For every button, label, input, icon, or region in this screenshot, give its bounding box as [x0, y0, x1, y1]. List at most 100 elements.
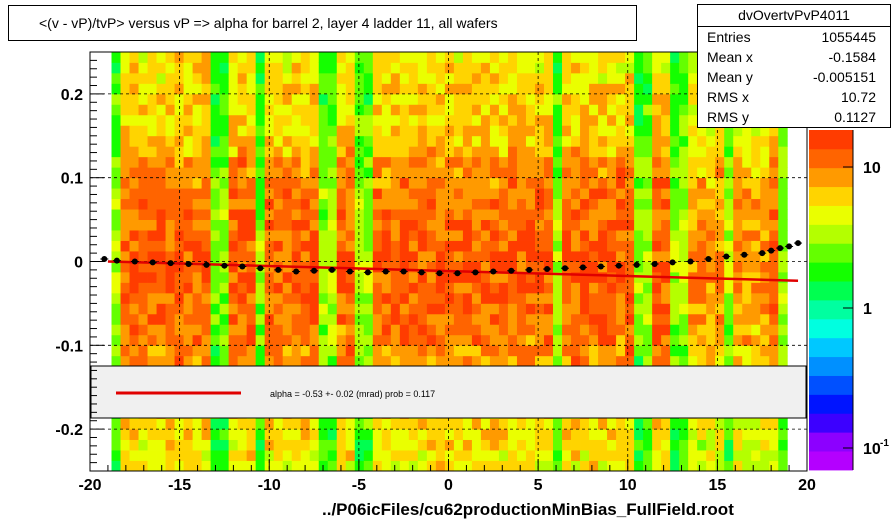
heatmap-cell	[282, 429, 293, 440]
heatmap-cell	[652, 303, 662, 315]
profile-point	[472, 269, 479, 276]
heatmap-cell	[480, 418, 491, 430]
heatmap-cell	[525, 355, 536, 367]
heatmap-cell	[174, 355, 184, 367]
heatmap-cell	[336, 219, 347, 231]
heatmap-cell	[679, 355, 689, 367]
heatmap-cell	[156, 230, 166, 241]
heatmap-cell	[426, 125, 437, 137]
heatmap-cell	[165, 271, 175, 283]
heatmap-cell	[498, 177, 509, 189]
heatmap-cell	[138, 355, 148, 367]
heatmap-cell	[327, 324, 338, 336]
heatmap-cell	[598, 345, 608, 357]
heatmap-cell	[598, 251, 608, 262]
heatmap-cell	[670, 439, 680, 451]
heatmap-cell	[616, 198, 626, 210]
heatmap-cell	[138, 198, 148, 210]
heatmap-cell	[345, 177, 356, 189]
heatmap-cell	[453, 83, 464, 95]
heatmap-cell	[724, 439, 734, 451]
heatmap-cell	[742, 271, 752, 283]
heatmap-cell	[435, 146, 446, 158]
heatmap-cell	[715, 418, 725, 430]
heatmap-cell	[219, 460, 230, 472]
heatmap-cell	[751, 146, 761, 158]
heatmap-cell	[363, 83, 374, 95]
heatmap-cell	[697, 251, 707, 262]
x-tick-label: -10	[258, 477, 281, 494]
heatmap-cell	[553, 355, 563, 367]
heatmap-cell	[670, 146, 680, 158]
heatmap-cell	[192, 271, 203, 283]
heatmap-cell	[138, 303, 148, 315]
heatmap-cell	[345, 93, 356, 105]
heatmap-cell	[507, 240, 518, 252]
heatmap-cell	[607, 104, 617, 116]
heatmap-cell	[408, 62, 419, 74]
heatmap-cell	[291, 345, 302, 357]
heatmap-cell	[219, 135, 230, 147]
heatmap-cell	[760, 271, 770, 283]
heatmap-cell	[120, 209, 130, 220]
heatmap-cell	[634, 177, 644, 189]
heatmap-cell	[129, 209, 139, 220]
heatmap-cell	[120, 460, 130, 472]
heatmap-cell	[553, 62, 563, 74]
heatmap-cell	[525, 209, 536, 220]
heatmap-cell	[147, 240, 157, 252]
heatmap-cell	[327, 251, 338, 262]
heatmap-cell	[354, 439, 365, 451]
heatmap-cell	[138, 209, 148, 220]
heatmap-cell	[174, 219, 184, 231]
heatmap-cell	[282, 62, 293, 74]
heatmap-cell	[255, 114, 266, 126]
heatmap-cell	[210, 345, 221, 357]
heatmap-cell	[363, 261, 374, 273]
heatmap-cell	[769, 450, 779, 461]
heatmap-cell	[372, 167, 383, 179]
heatmap-cell	[634, 324, 644, 336]
heatmap-cell	[408, 261, 419, 273]
heatmap-cell	[697, 355, 707, 367]
heatmap-cell	[174, 261, 184, 273]
heatmap-cell	[580, 429, 590, 440]
heatmap-cell	[516, 334, 527, 346]
heatmap-cell	[652, 418, 662, 430]
heatmap-cell	[228, 429, 239, 440]
heatmap-cell	[453, 292, 464, 304]
heatmap-cell	[426, 83, 437, 95]
heatmap-cell	[562, 198, 572, 210]
heatmap-cell	[309, 93, 320, 105]
heatmap-cell	[282, 72, 293, 84]
heatmap-cell	[589, 146, 599, 158]
heatmap-cell	[129, 282, 139, 294]
heatmap-cell	[174, 104, 184, 116]
heatmap-cell	[661, 334, 671, 346]
heatmap-cell	[715, 313, 725, 325]
heatmap-cell	[309, 303, 320, 315]
heatmap-cell	[228, 303, 239, 315]
file-path-label: ../P06icFiles/cu62productionMinBias_Full…	[322, 500, 734, 519]
heatmap-cell	[733, 146, 743, 158]
heatmap-cell	[706, 282, 716, 294]
heatmap-cell	[156, 209, 166, 220]
heatmap-cell	[679, 156, 689, 168]
heatmap-cell	[525, 135, 536, 147]
heatmap-cell	[417, 240, 428, 252]
heatmap-cell	[498, 188, 509, 200]
heatmap-cell	[381, 209, 392, 220]
heatmap-cell	[507, 167, 518, 179]
heatmap-cell	[589, 156, 599, 168]
heatmap-cell	[553, 450, 563, 461]
heatmap-cell	[138, 177, 148, 189]
heatmap-cell	[291, 219, 302, 231]
heatmap-cell	[201, 429, 212, 440]
heatmap-cell	[525, 334, 536, 346]
heatmap-cell	[778, 292, 788, 304]
heatmap-cell	[489, 52, 500, 63]
heatmap-cell	[507, 156, 518, 168]
heatmap-cell	[174, 345, 184, 357]
heatmap-cell	[138, 135, 148, 147]
heatmap-cell	[742, 146, 752, 158]
